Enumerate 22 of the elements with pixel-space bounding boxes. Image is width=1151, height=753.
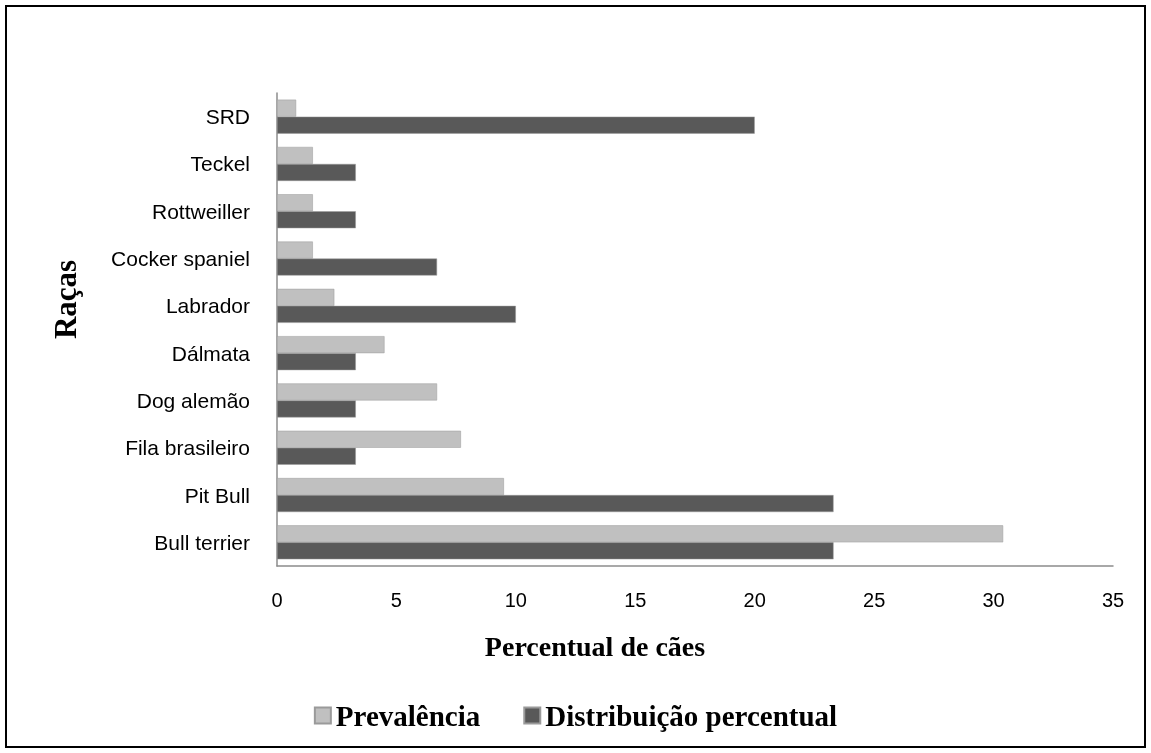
y-tick-label: Fila brasileiro xyxy=(125,436,250,460)
y-tick-label: Dog alemão xyxy=(136,388,250,412)
y-tick-label: Bull terrier xyxy=(154,530,250,554)
y-tick-label: Cocker spaniel xyxy=(111,247,250,271)
x-tick-label: 20 xyxy=(743,589,766,611)
legend-label: Prevalência xyxy=(335,699,481,732)
x-axis-title: Percentual de cães xyxy=(484,630,706,662)
x-tick-label: 5 xyxy=(390,589,402,611)
y-axis-title: Raças xyxy=(48,259,83,340)
x-tick-label: 35 xyxy=(1101,589,1125,611)
x-tick-label: 25 xyxy=(863,589,886,611)
x-tick-label: 10 xyxy=(504,589,527,611)
y-tick-label: Dálmata xyxy=(171,341,251,365)
y-tick-label: Teckel xyxy=(190,152,250,176)
x-tick-label: 30 xyxy=(982,589,1005,611)
legend-label: Distribuição percentual xyxy=(545,699,838,732)
x-tick-label: 15 xyxy=(624,589,647,611)
y-tick-label: Rottweiller xyxy=(151,199,250,223)
y-tick-label: SRD xyxy=(205,105,250,129)
x-tick-label: 0 xyxy=(271,589,283,611)
y-tick-label: Labrador xyxy=(165,294,251,318)
y-tick-label: Pit Bull xyxy=(184,483,250,507)
